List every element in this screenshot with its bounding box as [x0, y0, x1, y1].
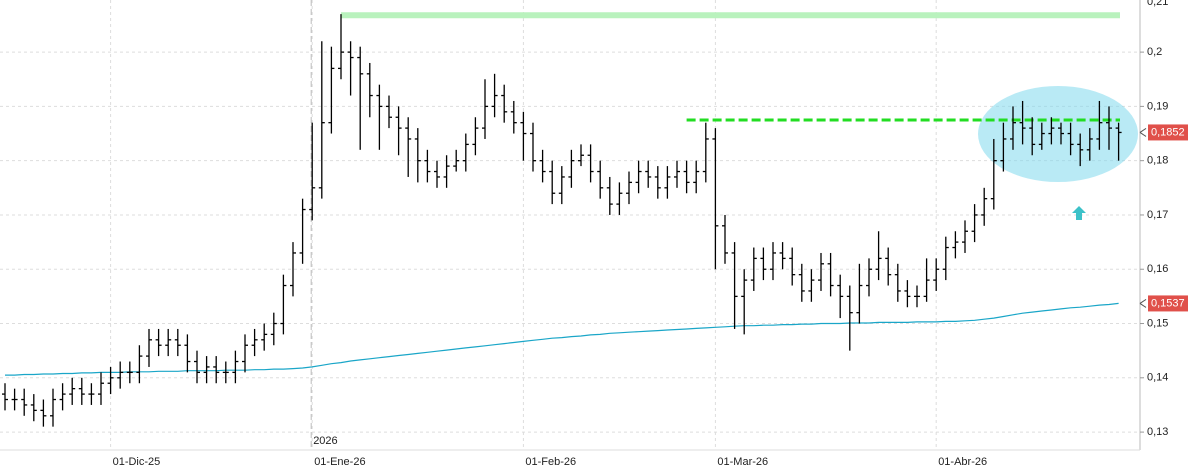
y-tick-label: 0,17 [1147, 209, 1168, 221]
marker-pointer [1139, 299, 1147, 308]
marker-pointer [1139, 128, 1147, 137]
y-tick-label: 0,16 [1147, 263, 1168, 275]
marker-label: 0,1537 [1151, 297, 1185, 309]
moving-average [5, 302, 1119, 376]
y-tick-label: 0,14 [1147, 372, 1168, 384]
marker-label: 0,1852 [1151, 126, 1185, 138]
arrow-up [1072, 206, 1086, 220]
y-tick-label: 0,13 [1147, 426, 1168, 438]
x-tick-label: 01-Ene-26 [314, 456, 365, 468]
y-tick-label: 0,2 [1147, 46, 1162, 58]
marker-box [1148, 124, 1188, 141]
x-tick-label: 01-Dic-25 [113, 456, 161, 468]
x-tick-label: 01-Feb-26 [525, 456, 576, 468]
y-tick-label: 0,15 [1147, 317, 1168, 329]
year-label: 2026 [313, 435, 337, 447]
x-tick-label: 01-Mar-26 [717, 456, 768, 468]
y-tick-label: 0,21 [1147, 0, 1168, 8]
x-tick-label: 01-Abr-26 [938, 456, 987, 468]
y-tick-label: 0,19 [1147, 100, 1168, 112]
y-tick-label: 0,18 [1147, 155, 1168, 167]
highlight-ellipse [978, 86, 1138, 182]
marker-box [1148, 295, 1188, 312]
